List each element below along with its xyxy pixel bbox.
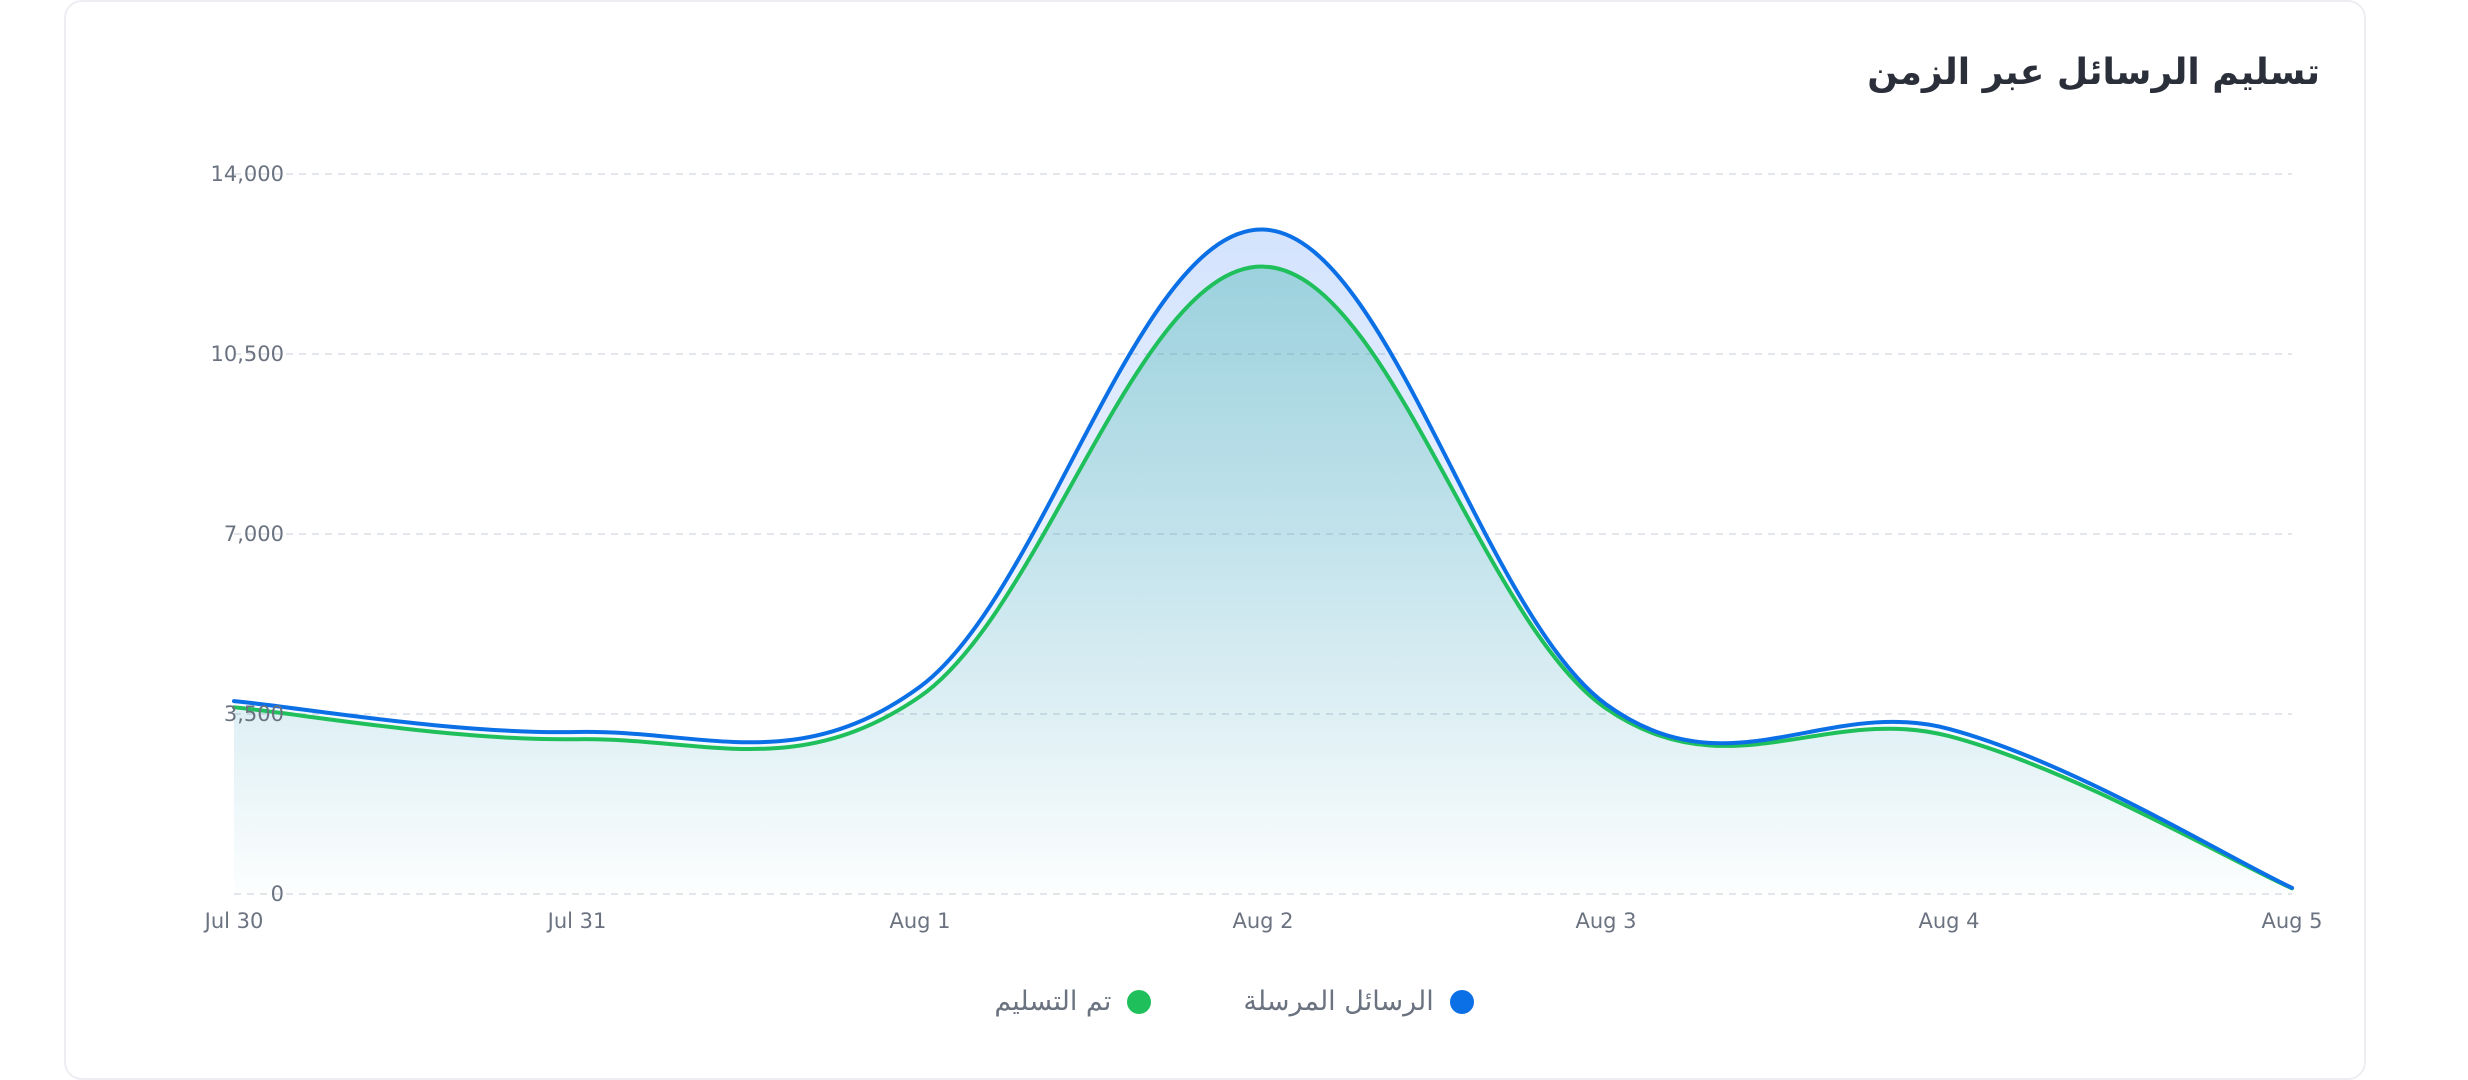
x-tick-label: Aug 5	[2261, 909, 2322, 933]
legend-dot-sent	[1449, 989, 1474, 1014]
y-tick-label: 0	[271, 882, 284, 906]
y-tick-label: 3,500	[224, 702, 284, 726]
series-line-delivered[interactable]	[232, 264, 2294, 891]
x-tick-label: Aug 3	[1575, 909, 1636, 933]
legend-item-sent[interactable]: الرسائل المرسلة	[1243, 986, 1474, 1017]
series-line-sent[interactable]	[232, 227, 2294, 890]
chart-title: تسليم الرسائل عبر الزمن	[1867, 52, 2320, 93]
x-tick-label: Aug 2	[1232, 909, 1293, 933]
y-tick-label: 14,000	[211, 162, 284, 186]
y-tick-label: 7,000	[224, 522, 284, 546]
y-tick-label: 10,500	[211, 342, 284, 366]
x-tick-label: Jul 31	[546, 909, 607, 933]
legend-label-sent: الرسائل المرسلة	[1243, 986, 1434, 1017]
series-area-delivered	[234, 266, 2292, 895]
legend-dot-delivered	[1127, 989, 1152, 1014]
chart-plot: 0 3,500 7,000 10,500 14,000 Jul 30 Jul 31 Aug …	[203, 162, 2323, 933]
x-tick-label: Aug 1	[889, 909, 950, 933]
x-tick-label: Aug 4	[1918, 909, 1979, 933]
x-tick-label: Jul 30	[203, 909, 264, 933]
chart-legend: الرسائل المرسلة تم التسليم	[0, 986, 2468, 1017]
legend-item-delivered[interactable]: تم التسليم	[994, 986, 1152, 1017]
legend-label-delivered: تم التسليم	[994, 986, 1112, 1017]
